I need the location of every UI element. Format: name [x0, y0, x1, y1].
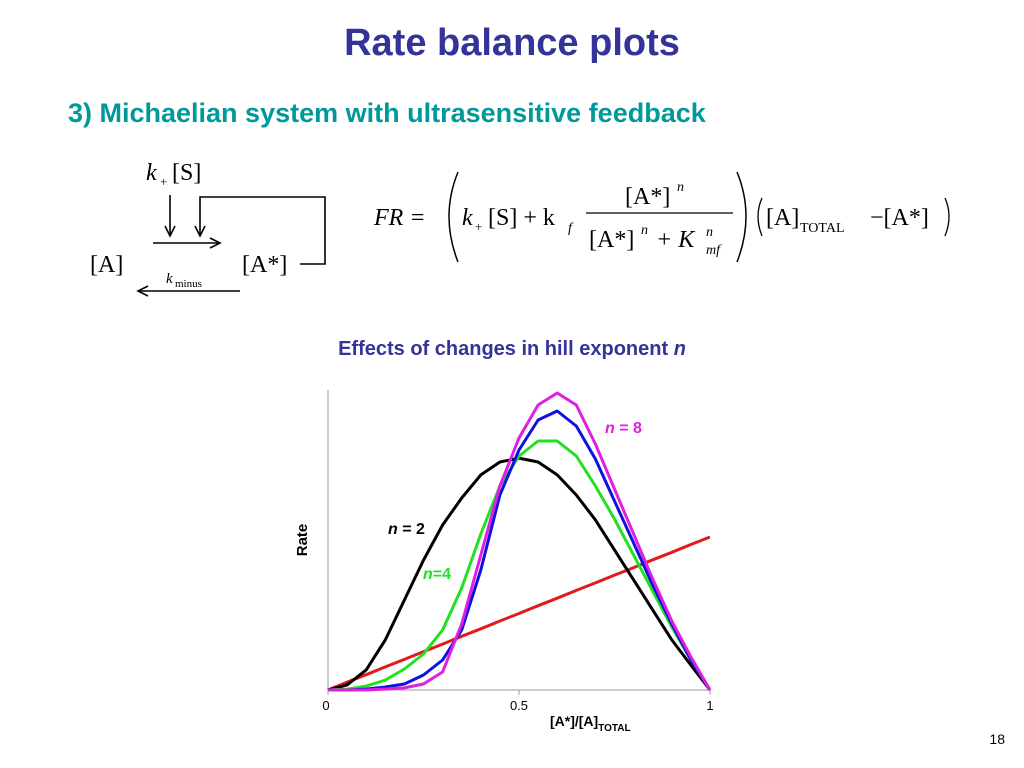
- series-label: n=4: [423, 566, 451, 583]
- feedback-line: [199, 196, 326, 265]
- arrowhead: [164, 225, 176, 238]
- series-line: [327, 456, 712, 692]
- eq-den-sub: mf: [706, 243, 722, 258]
- equation: FR = k + [S] + k f [A*] n [A*] n + K n m…: [373, 171, 950, 263]
- series-label-part: n: [605, 420, 615, 437]
- k-minus-sub: minus: [175, 278, 202, 290]
- eq-den-exp: n: [706, 225, 713, 240]
- paren: [944, 197, 950, 237]
- slide-title: Rate balance plots: [344, 22, 680, 64]
- eq-k-sub: +: [475, 219, 482, 234]
- x-tick-label: 0: [322, 698, 329, 713]
- k-plus: k: [146, 160, 157, 186]
- series-label-part: = 8: [615, 420, 642, 437]
- eq-den1: [A*]: [589, 227, 634, 253]
- paren: [736, 171, 747, 263]
- series-label: n = 2: [388, 521, 425, 538]
- y-axis-label: Rate: [294, 524, 311, 557]
- series-label-part: n: [423, 566, 433, 583]
- eq-den-k: + K: [656, 227, 696, 253]
- k-plus-sub: +: [160, 174, 167, 189]
- chart: Effects of changes in hill exponent n Ra…: [294, 338, 714, 734]
- arrowhead: [136, 285, 149, 297]
- k-minus: k: [166, 271, 173, 287]
- chart-title-text: Effects of changes in hill exponent: [338, 338, 668, 360]
- eq-lhs: FR =: [373, 205, 426, 231]
- eq-minus: −[A*]: [870, 205, 929, 231]
- eq-num-exp: n: [677, 180, 684, 195]
- x-axis-label-sub: TOTAL: [598, 723, 630, 734]
- series-line: [328, 409, 712, 692]
- arrows: [136, 195, 326, 297]
- chart-title: Effects of changes in hill exponent n: [338, 338, 686, 360]
- a-inactive: [A]: [90, 252, 123, 278]
- chart-title-var: n: [674, 338, 686, 360]
- x-axis-label-text: [A*]/[A]: [550, 713, 598, 729]
- series-label-part: n: [388, 521, 398, 538]
- series-label-part: = 2: [398, 521, 425, 538]
- eq-a: [A]: [766, 205, 799, 231]
- arrowhead: [194, 225, 206, 238]
- eq-k: k: [462, 205, 473, 231]
- a-active: [A*]: [242, 252, 287, 278]
- reaction-diagram: k + [S] [A] [A*] k minus: [90, 160, 326, 297]
- eq-a-sub: TOTAL: [800, 221, 845, 236]
- x-tick-label: 0.5: [510, 698, 528, 713]
- eq-s: [S] + k: [488, 205, 555, 231]
- eq-den1-exp: n: [641, 223, 648, 238]
- x-axis-label: [A*]/[A]TOTAL: [550, 713, 631, 734]
- series-line: [327, 439, 712, 692]
- paren: [757, 197, 763, 237]
- x-tick-label: 1: [706, 698, 713, 713]
- paren: [448, 171, 459, 263]
- slide-subtitle: 3) Michaelian system with ultrasensitive…: [68, 98, 707, 128]
- series-label-part: =4: [433, 566, 451, 583]
- series-line: [327, 535, 711, 692]
- eq-f: f: [568, 221, 574, 236]
- page-number: 18: [989, 731, 1005, 747]
- eq-num: [A*]: [625, 184, 670, 210]
- series-label: n = 8: [605, 420, 642, 437]
- substrate: [S]: [172, 160, 201, 186]
- series-line: [328, 391, 712, 692]
- arrowhead: [209, 237, 222, 249]
